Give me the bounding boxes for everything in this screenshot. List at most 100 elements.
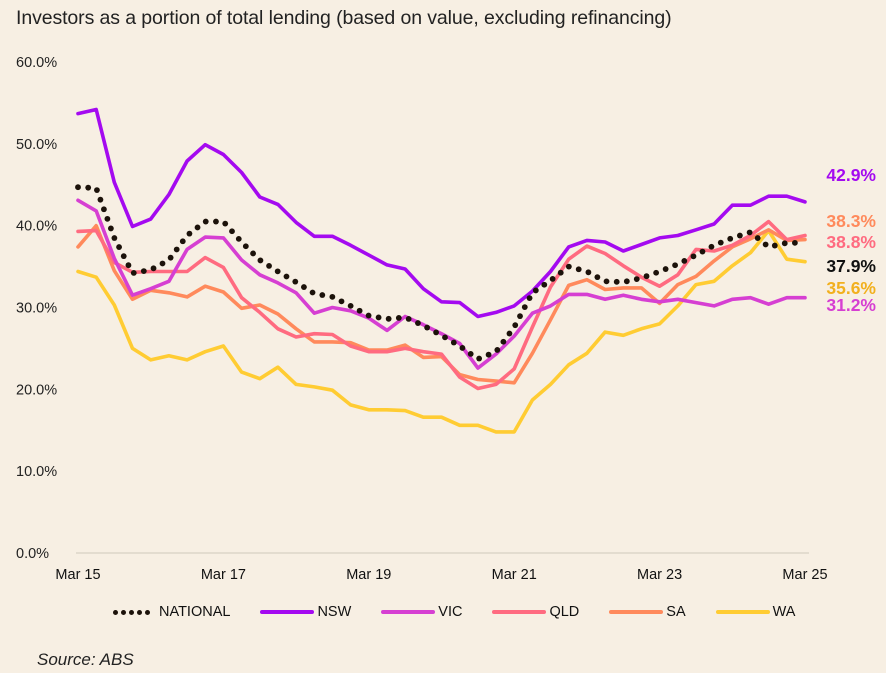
legend-label: WA bbox=[772, 604, 796, 620]
data-point bbox=[603, 278, 610, 285]
y-tick-label: 0.0% bbox=[16, 546, 49, 562]
data-point bbox=[107, 225, 114, 232]
line-swatch-icon bbox=[715, 610, 770, 614]
end-value-label: 35.6% bbox=[826, 278, 876, 298]
end-value-label: 38.3% bbox=[826, 211, 876, 231]
data-point bbox=[662, 266, 669, 272]
data-point bbox=[467, 351, 474, 357]
data-point bbox=[500, 338, 507, 345]
end-value-label: 38.8% bbox=[826, 232, 876, 252]
chart-title: Investors as a portion of total lending … bbox=[16, 7, 672, 29]
series-line bbox=[76, 228, 807, 434]
legend: NATIONAL NSW VIC QLD SA WA bbox=[113, 604, 825, 620]
data-point bbox=[266, 263, 272, 269]
y-axis: 0.0% 10.0% 20.0% 30.0% 40.0% 50.0% 60.0% bbox=[16, 55, 57, 562]
data-point bbox=[338, 298, 345, 305]
data-point bbox=[97, 196, 104, 203]
data-point bbox=[681, 257, 688, 264]
line-swatch-icon bbox=[609, 610, 664, 614]
data-point bbox=[395, 314, 402, 321]
data-point bbox=[699, 248, 706, 255]
series-line bbox=[76, 198, 807, 370]
data-point bbox=[85, 184, 92, 191]
data-point bbox=[433, 329, 439, 336]
data-point bbox=[179, 238, 186, 245]
data-point bbox=[365, 312, 372, 319]
data-point bbox=[159, 260, 166, 267]
source-note: Source: ABS bbox=[37, 650, 134, 669]
data-point bbox=[690, 253, 697, 260]
data-point bbox=[485, 351, 492, 358]
data-point bbox=[549, 275, 556, 282]
data-point bbox=[309, 289, 316, 296]
data-point bbox=[653, 269, 660, 276]
data-point bbox=[194, 224, 201, 231]
data-point bbox=[375, 314, 382, 321]
series-line bbox=[76, 107, 807, 319]
legend-item-nsw[interactable]: NSW bbox=[260, 604, 351, 620]
x-axis: Mar 15 Mar 17 Mar 19 Mar 21 Mar 23 Mar 25 bbox=[55, 567, 827, 583]
data-point bbox=[301, 284, 307, 290]
data-point bbox=[517, 313, 523, 320]
legend-label: NATIONAL bbox=[159, 604, 231, 620]
data-point bbox=[565, 263, 572, 270]
data-point bbox=[442, 334, 448, 341]
data-point bbox=[104, 215, 111, 222]
x-tick-label: Mar 15 bbox=[55, 567, 100, 583]
data-point bbox=[771, 242, 778, 249]
data-point bbox=[633, 276, 640, 282]
data-point bbox=[521, 304, 528, 311]
data-point bbox=[75, 184, 81, 191]
data-point bbox=[762, 241, 769, 248]
data-point bbox=[140, 268, 147, 274]
data-point bbox=[150, 265, 157, 272]
data-point bbox=[746, 229, 753, 236]
data-point bbox=[623, 278, 630, 285]
dotted-line-swatch-icon bbox=[113, 609, 153, 615]
series-layer bbox=[75, 107, 807, 434]
data-point bbox=[94, 187, 100, 193]
series-vic bbox=[76, 198, 807, 370]
line-swatch-icon bbox=[492, 610, 547, 614]
end-value-label: 31.2% bbox=[826, 295, 876, 315]
data-point bbox=[274, 268, 281, 275]
data-point bbox=[242, 243, 249, 250]
data-point bbox=[506, 330, 513, 337]
data-point bbox=[116, 244, 122, 250]
series-nsw bbox=[76, 107, 807, 319]
data-point bbox=[329, 293, 336, 300]
x-tick-label: Mar 17 bbox=[201, 567, 246, 583]
y-tick-label: 60.0% bbox=[16, 55, 57, 71]
legend-item-sa[interactable]: SA bbox=[609, 604, 686, 620]
data-point bbox=[202, 218, 209, 225]
data-point bbox=[594, 274, 601, 281]
legend-item-vic[interactable]: VIC bbox=[381, 604, 462, 620]
y-tick-label: 50.0% bbox=[16, 137, 57, 153]
legend-item-national[interactable]: NATIONAL bbox=[113, 604, 230, 620]
x-tick-label: Mar 25 bbox=[782, 567, 827, 583]
line-swatch-icon bbox=[260, 610, 315, 614]
data-point bbox=[459, 345, 466, 351]
data-point bbox=[250, 250, 256, 257]
data-point bbox=[130, 270, 137, 276]
legend-item-qld[interactable]: QLD bbox=[492, 604, 579, 620]
legend-item-wa[interactable]: WA bbox=[715, 604, 796, 620]
data-point bbox=[541, 281, 548, 288]
data-point bbox=[283, 273, 290, 280]
x-tick-label: Mar 19 bbox=[346, 567, 391, 583]
data-point bbox=[781, 240, 788, 247]
series-qld bbox=[76, 219, 807, 391]
series-line bbox=[76, 219, 807, 391]
data-point bbox=[120, 253, 127, 260]
line-chart: 0.0% 10.0% 20.0% 30.0% 40.0% 50.0% 60.0% Mar 1… bbox=[16, 55, 876, 583]
data-point bbox=[532, 287, 539, 294]
data-point bbox=[708, 243, 715, 250]
series-national bbox=[75, 184, 798, 362]
data-point bbox=[415, 320, 421, 326]
y-tick-label: 40.0% bbox=[16, 219, 57, 235]
legend-label: QLD bbox=[549, 604, 580, 620]
data-point bbox=[476, 355, 483, 362]
data-point bbox=[643, 273, 650, 280]
data-point bbox=[585, 269, 592, 276]
data-point bbox=[424, 324, 431, 331]
